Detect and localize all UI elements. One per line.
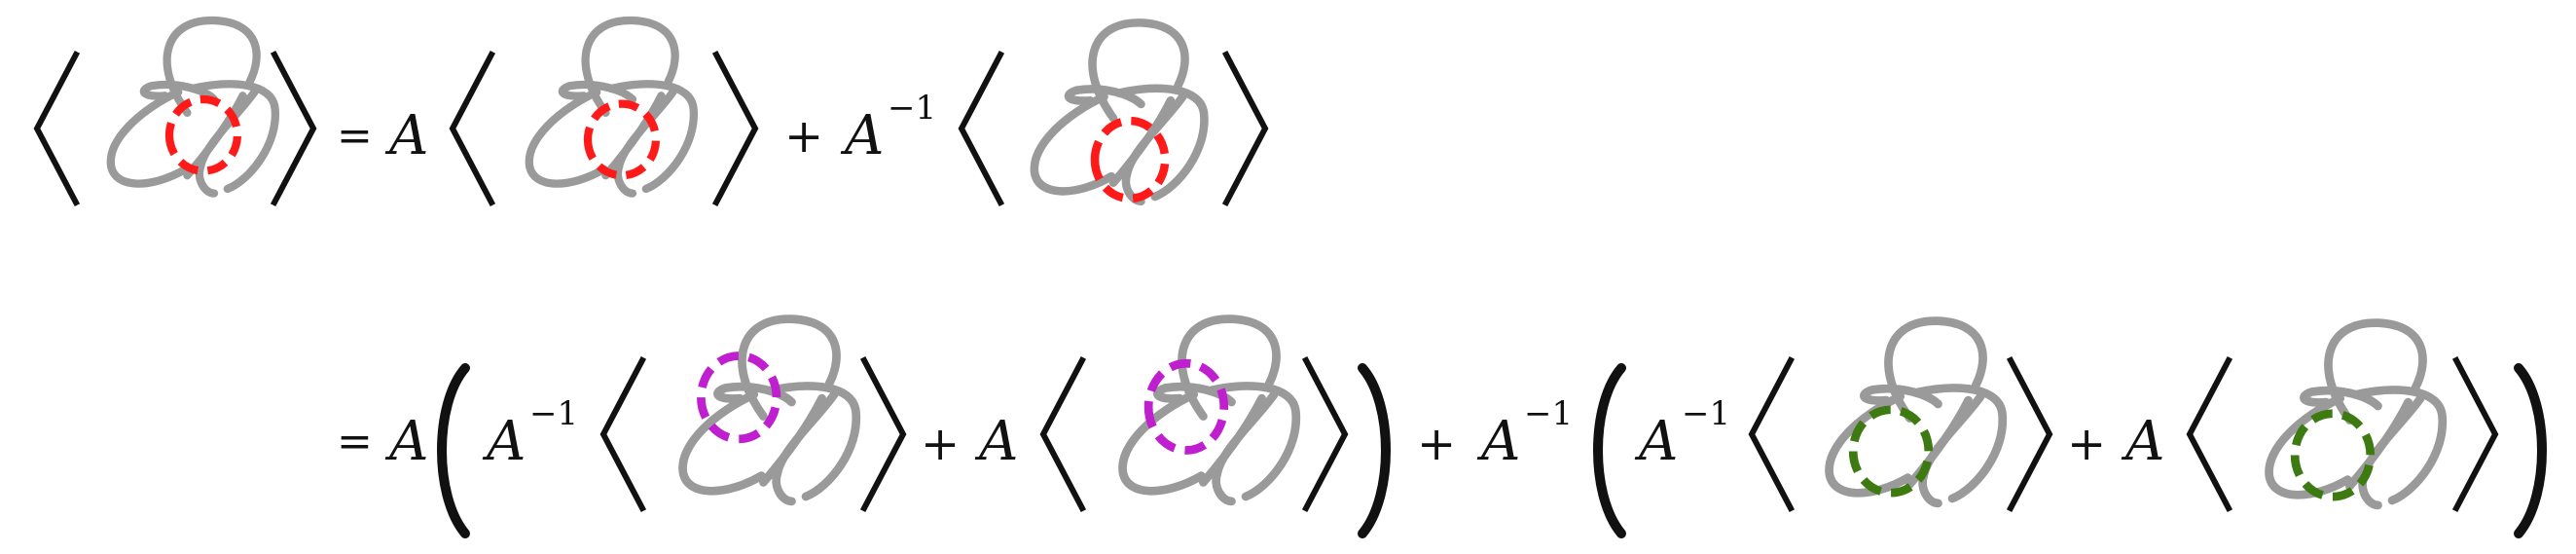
angle-bracket-right bbox=[1301, 355, 1349, 513]
plus-sign: + bbox=[921, 417, 960, 471]
angle-bracket-right bbox=[2451, 355, 2499, 513]
knot-diagram-1 bbox=[111, 20, 275, 194]
parenthesis-left bbox=[1593, 363, 1626, 538]
crossing-ring-red bbox=[1090, 116, 1170, 203]
angle-bracket-left bbox=[1039, 355, 1087, 513]
exponent-minus-one: −1 bbox=[1524, 394, 1573, 433]
coefficient-A: A bbox=[1476, 410, 1520, 473]
exponent-minus-one: −1 bbox=[529, 394, 578, 433]
crossing-ring-green bbox=[1848, 405, 1934, 498]
angle-bracket-right bbox=[270, 50, 317, 207]
angle-bracket-right bbox=[859, 355, 907, 513]
parenthesis-left bbox=[437, 363, 470, 538]
equals-sign: = bbox=[337, 417, 373, 466]
crossing-ring-magenta bbox=[1143, 358, 1229, 455]
angle-bracket-left bbox=[33, 50, 81, 207]
angle-bracket-right bbox=[2006, 355, 2053, 513]
parenthesis-right bbox=[2514, 363, 2547, 538]
angle-bracket-left bbox=[1748, 355, 1796, 513]
angle-bracket-right bbox=[1221, 50, 1269, 207]
knot-diagram-7 bbox=[2269, 323, 2443, 505]
exponent-minus-one: −1 bbox=[1682, 394, 1730, 433]
knot-diagram-5 bbox=[1123, 319, 1296, 501]
coefficient-A: A bbox=[384, 410, 428, 473]
angle-bracket-right bbox=[711, 50, 759, 207]
crossing-ring-green bbox=[2290, 409, 2376, 501]
crossing-ring-red bbox=[583, 99, 661, 180]
coefficient-A: A bbox=[1634, 410, 1678, 473]
coefficient-A: A bbox=[2121, 410, 2164, 473]
angle-bracket-left bbox=[958, 50, 1005, 207]
plus-sign: + bbox=[2067, 417, 2106, 471]
coefficient-A: A bbox=[482, 410, 526, 473]
knot-diagram-3 bbox=[1034, 22, 1205, 201]
coefficient-A: A bbox=[840, 104, 884, 167]
parenthesis-right bbox=[1358, 363, 1391, 538]
angle-bracket-left bbox=[449, 50, 496, 207]
knot-diagram-6 bbox=[1830, 321, 2003, 503]
crossing-ring-magenta bbox=[697, 351, 781, 444]
equals-sign: = bbox=[337, 111, 373, 161]
knot-diagram-4 bbox=[683, 319, 856, 501]
plus-sign: + bbox=[784, 109, 823, 164]
exponent-minus-one: −1 bbox=[888, 89, 936, 128]
coefficient-A: A bbox=[384, 104, 428, 167]
coefficient-A: A bbox=[974, 410, 1018, 473]
plus-sign: + bbox=[1417, 417, 1456, 471]
angle-bracket-left bbox=[599, 355, 647, 513]
knot-diagram-2 bbox=[529, 20, 694, 194]
crossing-ring-red bbox=[164, 94, 242, 175]
angle-bracket-left bbox=[2186, 355, 2233, 513]
